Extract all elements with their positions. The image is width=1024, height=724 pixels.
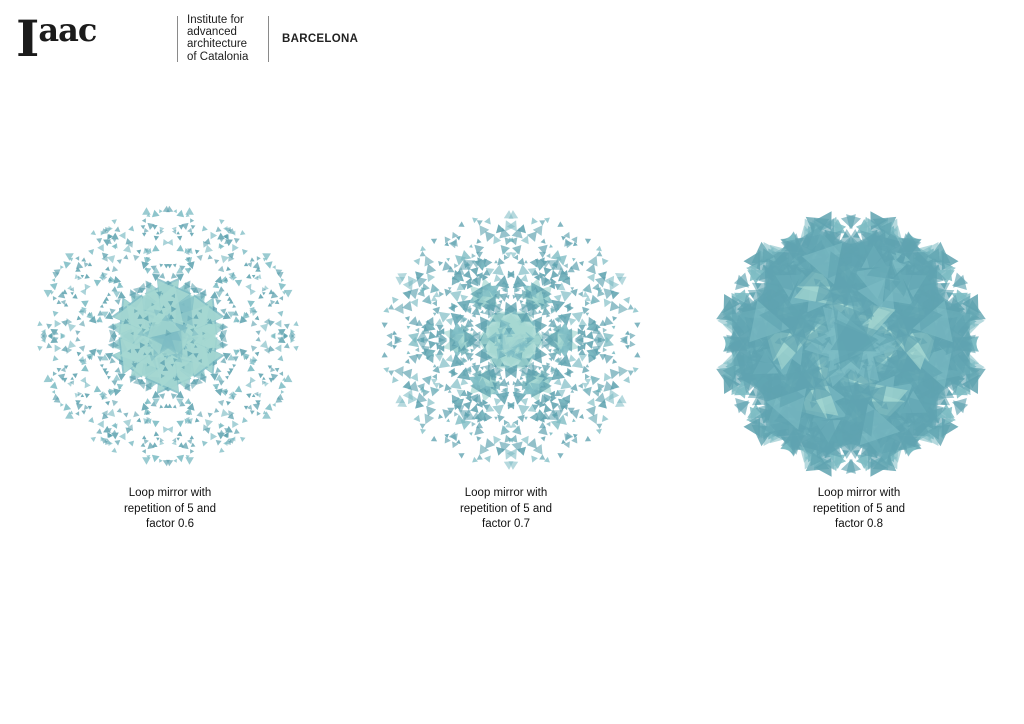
caption-line: repetition of 5 and <box>123 502 217 515</box>
institute-line: of Catalonia <box>187 50 249 63</box>
institute-line: advanced <box>187 26 237 39</box>
logo-letter-i: I <box>16 9 39 68</box>
caption-line: Loop mirror with <box>464 487 548 499</box>
logo-divider <box>177 16 178 62</box>
caption-line: Loop mirror with <box>817 487 901 499</box>
caption-line: repetition of 5 and <box>459 502 553 515</box>
caption-line: repetition of 5 and <box>812 502 906 515</box>
caption-line: factor 0.6 <box>146 518 194 530</box>
caption-line: factor 0.7 <box>482 518 530 530</box>
iaac-logo: I aac <box>16 9 97 68</box>
institute-name: Institute for advanced architecture of C… <box>187 14 248 63</box>
caption-line: Loop mirror with <box>128 487 212 499</box>
institute-line: architecture <box>187 38 248 51</box>
logo-letters-aac: aac <box>38 11 97 49</box>
caption-line: factor 0.8 <box>835 518 883 530</box>
caption-factor-0-7: Loop mirror with repetition of 5 and fac… <box>406 486 606 533</box>
header: I aac Institute for advanced architectur… <box>0 0 1024 80</box>
city-label: BARCELONA <box>282 33 359 45</box>
city-divider <box>268 16 269 62</box>
caption-factor-0-8: Loop mirror with repetition of 5 and fac… <box>759 486 959 533</box>
caption-factor-0-6: Loop mirror with repetition of 5 and fac… <box>70 486 270 533</box>
institute-line: Institute for <box>187 14 244 26</box>
